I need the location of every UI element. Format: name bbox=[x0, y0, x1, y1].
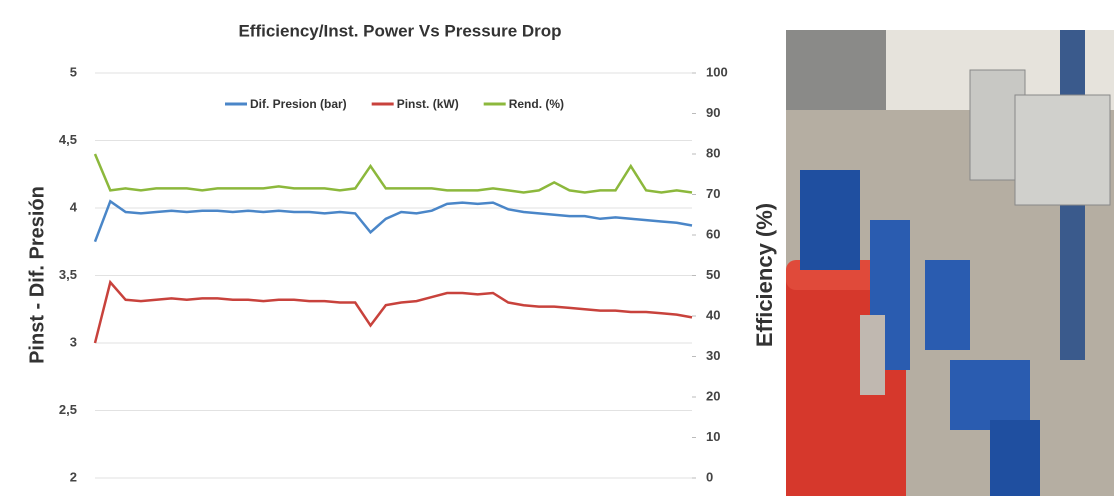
y-tick-label: 4 bbox=[70, 199, 78, 214]
y2-tick-label: 0 bbox=[706, 469, 713, 484]
legend-label: Rend. (%) bbox=[509, 97, 564, 111]
series-line bbox=[93, 153, 693, 194]
chart-background bbox=[0, 0, 775, 496]
y-tick-label: 3 bbox=[70, 334, 77, 349]
y2-tick-label: 80 bbox=[706, 145, 720, 160]
y2-tick-label: 40 bbox=[706, 307, 720, 322]
y-axis-label: Pinst - Dif. Presión bbox=[26, 186, 48, 364]
series-line bbox=[93, 199, 693, 243]
legend-label: Pinst. (kW) bbox=[397, 97, 459, 111]
chart-title: Efficiency/Inst. Power Vs Pressure Drop bbox=[238, 21, 561, 40]
y2-tick-label: 10 bbox=[706, 429, 720, 444]
y2-tick-label: 60 bbox=[706, 226, 720, 241]
y2-tick-label: 20 bbox=[706, 388, 720, 403]
y-tick-label: 2 bbox=[70, 469, 77, 484]
y2-tick-label: 100 bbox=[706, 64, 728, 79]
y-tick-label: 5 bbox=[70, 64, 77, 79]
y-tick-label: 3,5 bbox=[59, 267, 77, 282]
y2-tick-label: 90 bbox=[706, 105, 720, 120]
y-tick-label: 2,5 bbox=[59, 402, 77, 417]
photo bbox=[786, 30, 1114, 496]
y2-tick-label: 70 bbox=[706, 186, 720, 201]
y2-tick-label: 30 bbox=[706, 348, 720, 363]
legend-label: Dif. Presion (bar) bbox=[250, 97, 347, 111]
y2-tick-label: 50 bbox=[706, 267, 720, 282]
y2-axis-label: Efficiency (%) bbox=[752, 203, 777, 347]
series-line bbox=[93, 279, 693, 344]
y-tick-label: 4,5 bbox=[59, 132, 77, 147]
